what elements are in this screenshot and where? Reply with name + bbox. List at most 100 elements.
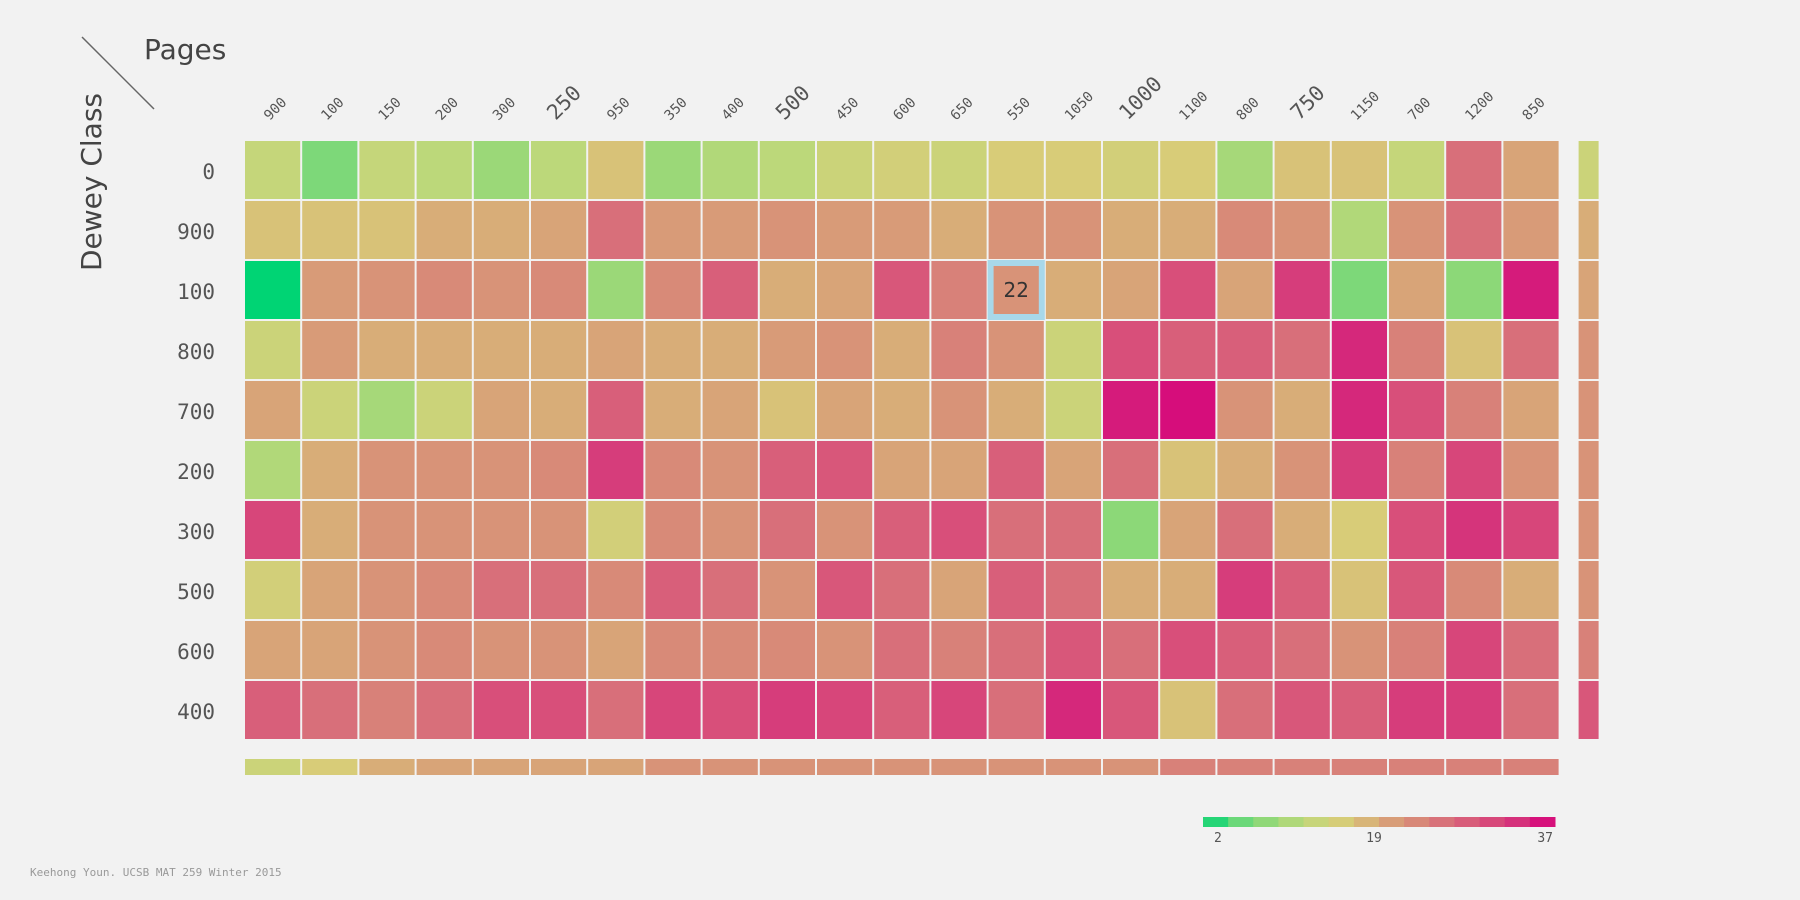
heatmap-cell[interactable] (302, 561, 358, 619)
heatmap-cell[interactable] (1160, 321, 1216, 379)
heatmap-cell[interactable] (302, 441, 358, 499)
heatmap-cell[interactable] (302, 501, 358, 559)
heatmap-cell[interactable] (531, 561, 587, 619)
heatmap-cell[interactable] (931, 621, 987, 679)
heatmap-cell[interactable] (588, 381, 644, 439)
heatmap-cell[interactable] (988, 261, 1044, 319)
heatmap-cell[interactable] (302, 381, 358, 439)
heatmap-cell[interactable] (702, 561, 758, 619)
heatmap-cell[interactable] (1331, 681, 1387, 739)
heatmap-cell[interactable] (759, 201, 815, 259)
heatmap-cell[interactable] (1045, 381, 1101, 439)
heatmap-cell[interactable] (588, 681, 644, 739)
heatmap-cell[interactable] (1274, 381, 1330, 439)
heatmap-cell[interactable] (1446, 261, 1502, 319)
heatmap-cell[interactable] (245, 201, 301, 259)
heatmap-cell[interactable] (1446, 441, 1502, 499)
heatmap-cell[interactable] (1103, 501, 1159, 559)
heatmap-cell[interactable] (1103, 561, 1159, 619)
heatmap-cell[interactable] (817, 681, 873, 739)
heatmap-cell[interactable] (1331, 321, 1387, 379)
heatmap-cell[interactable] (1331, 621, 1387, 679)
heatmap-cell[interactable] (817, 201, 873, 259)
heatmap-cell[interactable] (416, 441, 472, 499)
heatmap-cell[interactable] (1045, 141, 1101, 199)
heatmap-cell[interactable] (1274, 441, 1330, 499)
heatmap-cell[interactable] (1503, 381, 1559, 439)
heatmap-cell[interactable] (931, 321, 987, 379)
heatmap-cell[interactable] (1274, 201, 1330, 259)
heatmap-cell[interactable] (531, 681, 587, 739)
heatmap-cell[interactable] (759, 141, 815, 199)
heatmap-cell[interactable] (588, 141, 644, 199)
heatmap-cell[interactable] (1503, 681, 1559, 739)
heatmap-cell[interactable] (645, 321, 701, 379)
heatmap-cell[interactable] (302, 621, 358, 679)
heatmap-cell[interactable] (1217, 201, 1273, 259)
heatmap-cell[interactable] (988, 441, 1044, 499)
heatmap-cell[interactable] (874, 621, 930, 679)
heatmap-cell[interactable] (988, 681, 1044, 739)
heatmap-cell[interactable] (874, 201, 930, 259)
heatmap-cell[interactable] (1389, 441, 1445, 499)
heatmap-cell[interactable] (1389, 201, 1445, 259)
heatmap-cell[interactable] (1045, 501, 1101, 559)
heatmap-cell[interactable] (645, 501, 701, 559)
heatmap-cell[interactable] (931, 201, 987, 259)
heatmap-cell[interactable] (874, 681, 930, 739)
heatmap-cell[interactable] (759, 381, 815, 439)
heatmap-cell[interactable] (1389, 501, 1445, 559)
heatmap-cell[interactable] (416, 381, 472, 439)
heatmap-cell[interactable] (1274, 261, 1330, 319)
heatmap-cell[interactable] (874, 441, 930, 499)
heatmap-cell[interactable] (645, 381, 701, 439)
heatmap-cell[interactable] (1503, 261, 1559, 319)
heatmap-cell[interactable] (1160, 141, 1216, 199)
heatmap-cell[interactable] (1160, 681, 1216, 739)
heatmap-cell[interactable] (817, 141, 873, 199)
heatmap-cell[interactable] (702, 141, 758, 199)
heatmap-cell[interactable] (588, 321, 644, 379)
heatmap-cell[interactable] (1274, 681, 1330, 739)
heatmap-cell[interactable] (359, 261, 415, 319)
heatmap-cell[interactable] (531, 381, 587, 439)
heatmap-cell[interactable] (931, 561, 987, 619)
heatmap-cell[interactable] (531, 621, 587, 679)
heatmap-cell[interactable] (817, 561, 873, 619)
heatmap-cell[interactable] (817, 321, 873, 379)
heatmap-cell[interactable] (1331, 141, 1387, 199)
heatmap-cell[interactable] (531, 321, 587, 379)
heatmap-cell[interactable] (645, 141, 701, 199)
heatmap-cell[interactable] (473, 441, 529, 499)
heatmap-cell[interactable] (416, 501, 472, 559)
heatmap-cell[interactable] (988, 381, 1044, 439)
heatmap-cell[interactable] (1160, 501, 1216, 559)
heatmap-cell[interactable] (416, 141, 472, 199)
heatmap-cell[interactable] (359, 201, 415, 259)
heatmap-cell[interactable] (702, 261, 758, 319)
heatmap-cell[interactable] (359, 501, 415, 559)
heatmap-cell[interactable] (1045, 681, 1101, 739)
heatmap-cell[interactable] (1503, 321, 1559, 379)
heatmap-cell[interactable] (1045, 261, 1101, 319)
heatmap-cell[interactable] (759, 501, 815, 559)
heatmap-cell[interactable] (645, 261, 701, 319)
heatmap-cell[interactable] (473, 261, 529, 319)
heatmap-cell[interactable] (1274, 561, 1330, 619)
heatmap-cell[interactable] (245, 261, 301, 319)
heatmap-cell[interactable] (874, 381, 930, 439)
heatmap-cell[interactable] (1446, 141, 1502, 199)
heatmap-cell[interactable] (416, 561, 472, 619)
heatmap-cell[interactable] (1389, 141, 1445, 199)
heatmap-cell[interactable] (359, 141, 415, 199)
heatmap-cell[interactable] (416, 621, 472, 679)
heatmap-cell[interactable] (473, 501, 529, 559)
heatmap-cell[interactable] (1103, 321, 1159, 379)
heatmap-cell[interactable] (245, 141, 301, 199)
heatmap-cell[interactable] (1446, 381, 1502, 439)
heatmap-cell[interactable] (1331, 561, 1387, 619)
heatmap-cell[interactable] (988, 621, 1044, 679)
heatmap-cell[interactable] (1103, 201, 1159, 259)
heatmap-cell[interactable] (702, 381, 758, 439)
heatmap-cell[interactable] (1331, 201, 1387, 259)
